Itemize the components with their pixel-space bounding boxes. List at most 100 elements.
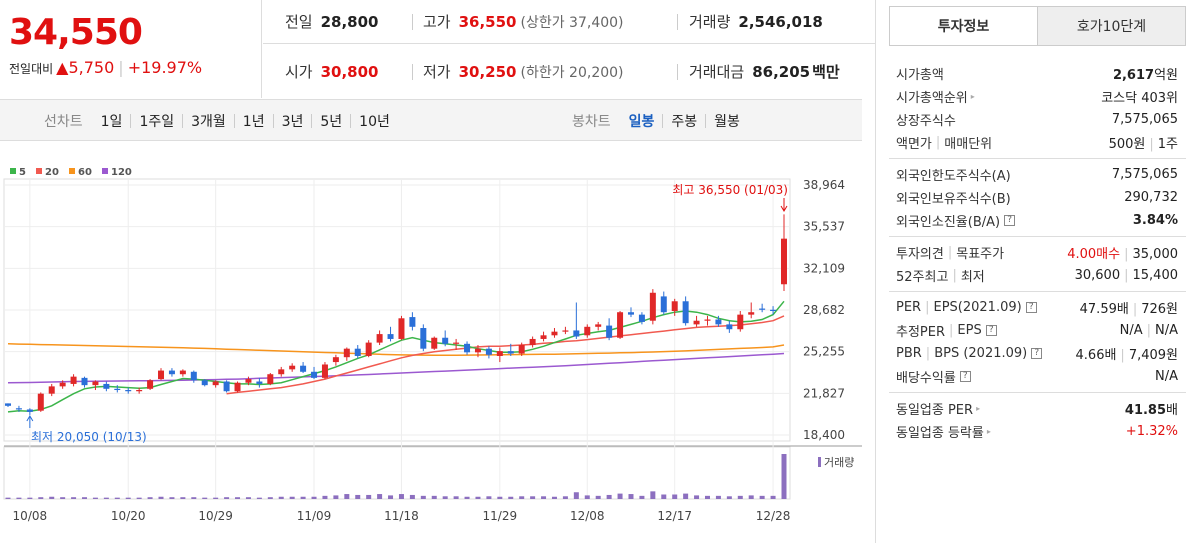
candle [627,312,634,315]
info-row: 외국인소진율(B/A)? 3.84% [889,209,1186,232]
candle [595,324,602,327]
candle [158,370,165,380]
info-value: 4.66배 | 7,409원 [1075,348,1178,363]
period-3m[interactable]: 3개월 [191,114,226,130]
candle [70,376,77,384]
info-value: 7,575,065 [1111,112,1178,127]
info-label: 외국인소진율(B/A)? [896,211,1016,230]
volume-bar [158,496,164,499]
divider: | [925,300,930,315]
volume-bar [672,494,678,499]
candle [781,238,787,285]
volume-bar [180,497,186,499]
volume-bar [770,495,776,499]
y-tick-label: 25,255 [803,345,845,359]
candle-weekly[interactable]: 주봉 [671,114,698,130]
y-tick-label: 28,682 [803,303,845,317]
more-arrow-icon[interactable]: ▸ [976,404,981,413]
x-tick-label: 10/08 [13,509,48,523]
candle [638,314,645,322]
help-icon[interactable]: ? [985,325,997,336]
period-3y[interactable]: 3년 [281,114,304,130]
low-price: 저가 30,250 (하한가 20,200) [423,62,624,82]
tab-order-book[interactable]: 호가10단계 [1038,7,1185,45]
candle [354,348,361,356]
prev-close: 전일 28,800 [285,12,379,32]
candle [540,335,547,339]
volume-bar [125,497,131,499]
help-icon[interactable]: ? [1025,302,1037,313]
candle [5,403,11,406]
candle-chart-periods: 봉차트 일봉 주봉 월봉 [572,100,748,142]
legend-swatch [10,168,16,174]
candle [518,345,525,354]
volume-bar [322,495,328,499]
volume-bar [344,494,350,499]
candle [420,328,427,349]
info-row: 액면가 | 매매단위 500원 | 1주 [889,131,1186,154]
current-price: 34,550 [9,12,143,53]
info-value: +1.32% [1125,424,1178,439]
period-10y[interactable]: 10년 [359,114,390,130]
info-label: PBR | BPS (2021.09)? [896,346,1043,361]
legend-item: 120 [111,167,132,178]
candle [190,371,197,381]
volume-bar [311,496,317,499]
candle-daily[interactable]: 일봉 [628,114,655,130]
period-1y[interactable]: 1년 [242,114,265,130]
volume-bar [147,497,153,499]
info-label: 배당수익률? [896,367,971,386]
x-tick-label: 11/18 [384,509,419,523]
more-arrow-icon[interactable]: ▸ [986,427,991,436]
volume-bar [530,496,536,499]
volume-bar [267,497,273,499]
candle [15,408,22,410]
info-group: 시가총액 2,617억원 시가총액순위 ▸ 코스닥 403위 상장주식수 7,575,065… [889,58,1186,159]
help-icon[interactable]: ? [1031,348,1043,359]
x-tick-label: 11/29 [483,509,518,523]
volume-bar [169,497,175,499]
info-label: 외국인한도주식수(A) [896,169,1011,184]
candle [300,365,307,372]
help-icon[interactable]: ? [1004,215,1016,226]
change-value: 5,750 [68,58,115,77]
candle [496,351,503,356]
more-arrow-icon[interactable]: ▸ [970,92,975,101]
volume-bar [256,497,262,499]
candle [464,343,471,353]
candle [223,381,230,392]
x-tick-label: 10/29 [198,509,233,523]
divider [677,14,678,30]
volume-bar [650,491,656,499]
period-1w[interactable]: 1주일 [139,114,175,130]
volume-bar [16,497,22,499]
info-value: 3.84% [1132,213,1178,228]
divider: | [935,135,941,150]
legend-swatch [36,168,42,174]
y-tick-label: 18,400 [803,428,845,442]
help-icon[interactable]: ? [959,371,971,382]
candle [81,377,88,386]
divider: | [1149,137,1154,152]
divider: | [1124,268,1129,283]
info-label: 동일업종 등락률 ▸ [896,426,991,441]
candle [485,348,492,355]
candle-chart-label: 봉차트 [572,114,611,130]
candle-monthly[interactable]: 월봉 [714,114,740,130]
volume-bar [92,497,98,499]
high-annotation: 최고 36,550 (01/03) [672,183,788,197]
candle [168,370,175,375]
volume-bar [49,496,55,499]
info-label: 시가총액 [896,68,944,83]
price-chart[interactable]: 5 20 60 120 38,964 35,537 32,109 28,682 25,255 21… [0,160,862,540]
tab-investment-info[interactable]: 투자정보 [890,7,1038,45]
candle [431,337,438,349]
period-5y[interactable]: 5년 [320,114,343,130]
info-label: 52주최고 | 최저 [896,268,985,285]
candle [474,348,481,353]
period-1d[interactable]: 1일 [100,114,123,130]
candle [442,337,449,344]
volume-bar [519,496,525,499]
x-tick-label: 11/09 [297,509,332,523]
candle [26,409,33,412]
